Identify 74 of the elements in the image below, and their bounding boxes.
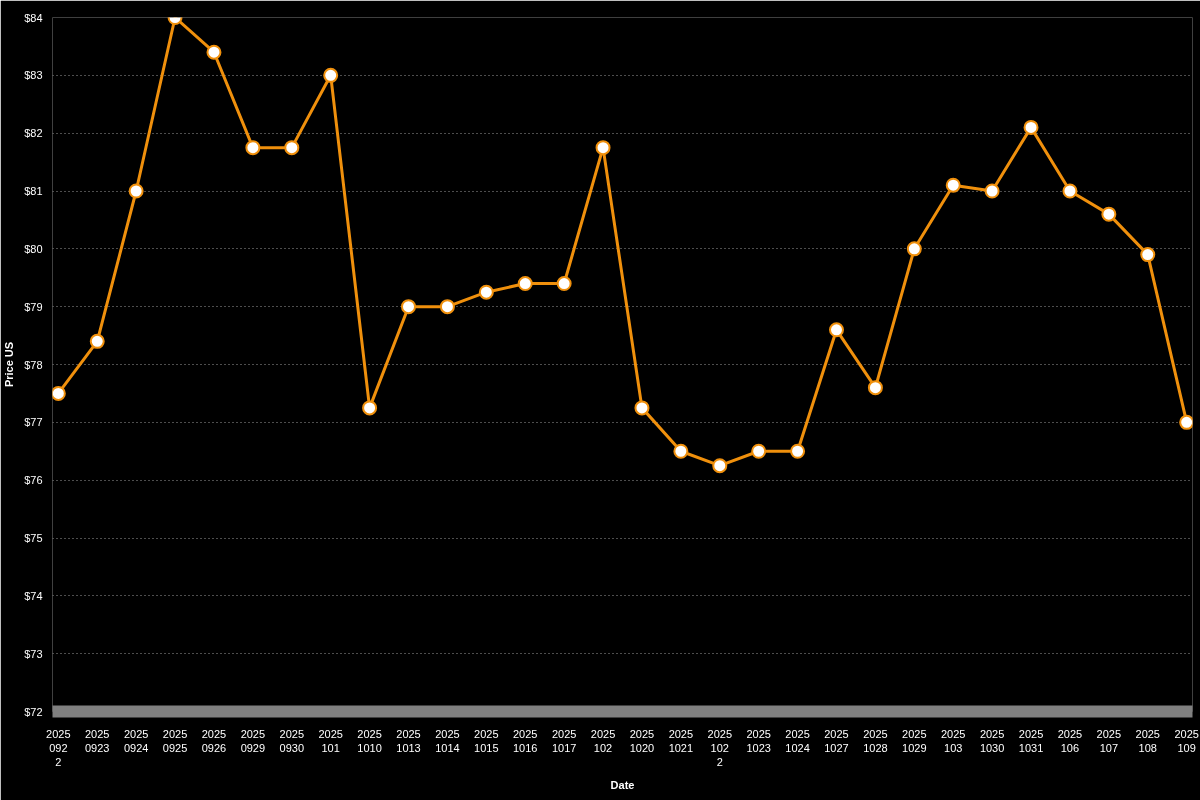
y-tick-label: $78 [24,358,43,371]
x-tick-label: 2025 103 [940,727,966,754]
point [128,183,144,199]
y-tick-label: $75 [24,532,43,544]
y-tick-label: $83 [24,69,43,82]
x-tick-label: 2025 1024 [785,727,810,754]
point [284,140,300,156]
point [712,458,728,474]
y-tick-label: $80 [24,242,43,255]
x-tick-label: 2025 1013 [396,727,421,754]
point [362,400,378,416]
x-tick-label: 2025 109 [1174,727,1199,754]
point [906,241,922,257]
y-tick-label: $74 [24,589,43,602]
x-tick-label: 2025 0930 [279,727,305,754]
point [1101,206,1117,222]
x-tick-label: 2025 1027 [824,727,849,754]
y-tick-label: $84 [24,11,43,24]
x-tick-label: 2025 1020 [629,727,655,754]
x-tick-label: 2025 1010 [357,727,382,754]
point [828,322,844,338]
point [1140,247,1156,263]
point [1062,183,1078,199]
y-tick-label: $77 [24,416,43,429]
x-tick-label: 2025 1021 [668,727,694,754]
point [439,299,455,315]
point [478,284,494,300]
x-tick-label: 2025 1029 [902,727,927,754]
y-tick-label: $73 [24,647,43,660]
point [517,276,533,292]
point [634,400,650,416]
y-tick-label: $81 [24,185,43,197]
point [89,333,105,349]
point [595,140,611,156]
y-tick-label: $72 [24,705,43,718]
x-axis-title: Date [610,779,635,792]
x-tick-label: 2025 1028 [863,727,888,754]
y-tick-label: $79 [24,300,43,313]
x-tick-label: 2025 102 [590,727,616,754]
x-tick-label: 2025 106 [1057,727,1083,754]
x-tick-label: 2025 1014 [435,727,460,754]
point [206,44,222,60]
point [1179,414,1193,430]
point [945,177,961,193]
x-tick-label: 2025 102 2 [707,727,733,769]
point [867,380,883,396]
point [245,140,261,156]
x-tick-label: 2025 1015 [474,727,499,754]
y-axis-title: Price US [3,341,16,388]
point [1023,119,1039,135]
x-tick-label: 2025 0924 [123,727,149,754]
x-tick-label: 2025 1030 [979,727,1005,754]
point [556,276,572,292]
x-tick-label: 2025 092 2 [46,727,71,769]
x-tick-label: 2025 0925 [162,727,188,754]
x-tick-label: 2025 101 [318,727,343,754]
point [673,443,689,459]
x-tick-label: 2025 107 [1096,727,1122,754]
point [751,443,767,459]
x-tick-label: 2025 108 [1135,727,1161,754]
x-tick-label: 2025 1023 [746,727,771,754]
point [401,299,417,315]
point [790,443,806,459]
point [323,67,339,83]
x-tick-label: 2025 0929 [240,727,266,754]
x-tick-label: 2025 0923 [85,727,110,754]
x-tick-label: 2025 1017 [551,727,577,754]
x-tick-label: 2025 1031 [1018,727,1044,754]
point [984,183,1000,199]
x-tick-label: 2025 0926 [201,727,227,754]
point [52,385,66,401]
x-tick-label: 2025 1016 [512,727,538,754]
y-tick-label: $82 [24,127,43,140]
y-tick-label: $76 [24,474,43,487]
